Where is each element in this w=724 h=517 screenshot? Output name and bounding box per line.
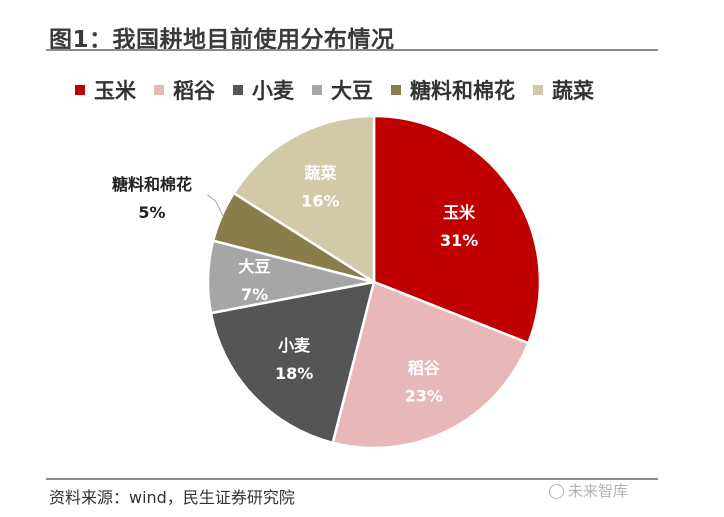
- slice-category-label: 稻谷: [408, 359, 441, 378]
- slice-category-label: 小麦: [278, 336, 311, 355]
- legend-swatch: [233, 85, 243, 95]
- legend-label: 蔬菜: [552, 79, 594, 103]
- legend-item: 玉米: [75, 75, 136, 105]
- slice-category-label: 玉米: [443, 203, 476, 222]
- legend-item: 小麦: [233, 75, 294, 105]
- slice-category-label: 大豆: [239, 257, 271, 276]
- slice-value-label: 5%: [138, 203, 165, 222]
- pie-slice: [209, 280, 376, 445]
- legend-label: 小麦: [252, 79, 294, 103]
- chart-title: 图1：我国耕地目前使用分布情况: [49, 27, 395, 53]
- watermark: 未来智库: [549, 480, 628, 501]
- watermark-logo-icon: [549, 484, 564, 499]
- legend-label: 稻谷: [173, 79, 215, 103]
- legend-swatch: [154, 85, 164, 95]
- leader-line: [207, 194, 224, 218]
- source-note: 资料来源：wind，民生证券研究院: [49, 488, 295, 507]
- chart-legend: 玉米 稻谷 小麦 大豆 糖料和棉花 蔬菜: [75, 75, 594, 105]
- slice-value-label: 31%: [440, 231, 478, 250]
- slice-category-label: 蔬菜: [304, 164, 336, 183]
- legend-swatch: [312, 85, 322, 95]
- legend-label: 大豆: [331, 79, 373, 103]
- slice-value-label: 16%: [301, 192, 339, 211]
- slice-value-label: 18%: [275, 364, 313, 383]
- slice-category-label: 糖料和棉花: [112, 175, 192, 194]
- slice-value-label: 7%: [241, 285, 268, 304]
- bottom-divider: [46, 478, 658, 480]
- pie-slice: [232, 114, 376, 285]
- legend-item: 蔬菜: [533, 75, 594, 105]
- slice-value-label: 23%: [405, 387, 443, 406]
- pie-slice: [331, 280, 530, 450]
- watermark-text: 未来智库: [568, 482, 629, 500]
- pie-slice: [372, 114, 542, 345]
- legend-item: 稻谷: [154, 75, 215, 105]
- legend-label: 糖料和棉花: [410, 79, 515, 103]
- legend-item: 糖料和棉花: [391, 75, 515, 105]
- legend-swatch: [75, 85, 85, 95]
- legend-label: 玉米: [94, 79, 136, 103]
- top-divider: [46, 49, 658, 51]
- legend-swatch: [391, 85, 401, 95]
- legend-item: 大豆: [312, 75, 373, 105]
- legend-swatch: [533, 85, 543, 95]
